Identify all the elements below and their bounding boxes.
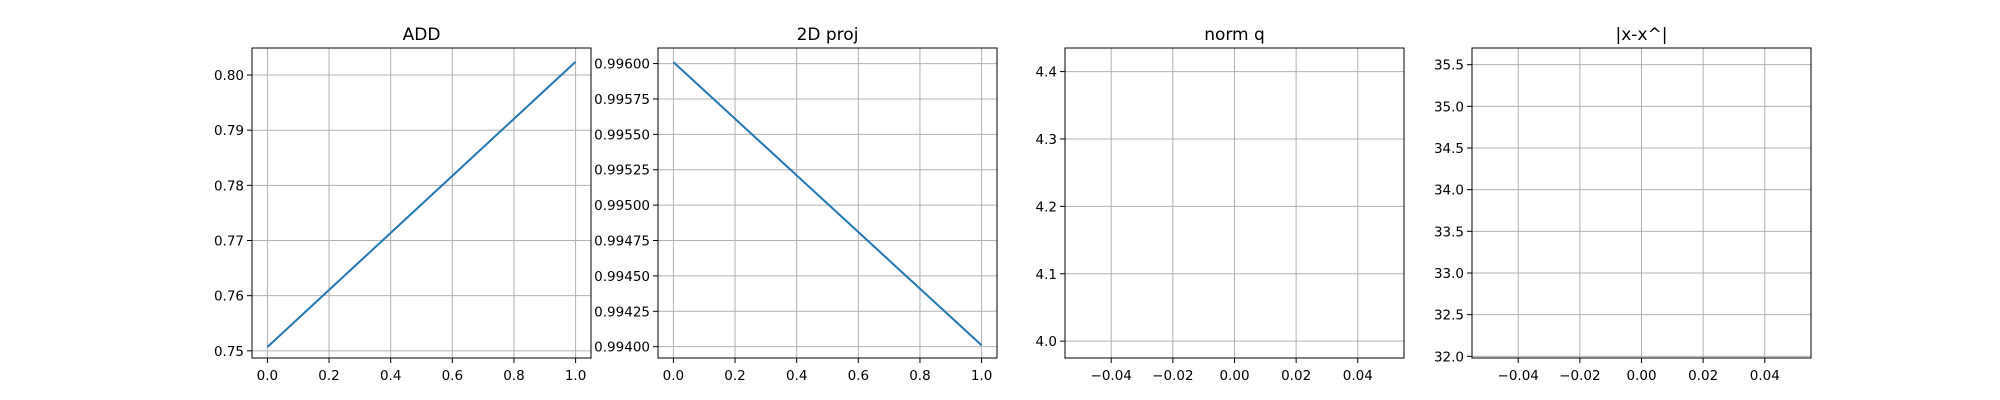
y-tick-label: 0.75 bbox=[214, 344, 244, 360]
y-tick-label: 0.76 bbox=[214, 289, 244, 305]
axes-frame bbox=[251, 47, 592, 359]
x-tick-label: 0.6 bbox=[848, 368, 869, 384]
x-tick-label: 0.04 bbox=[1750, 368, 1780, 384]
y-tick-label: 0.99550 bbox=[594, 127, 650, 143]
y-tick-label: 35.0 bbox=[1434, 99, 1464, 115]
series-line bbox=[266, 61, 577, 348]
subplot-title: 2D proj bbox=[797, 25, 859, 45]
y-tick-label: 34.0 bbox=[1434, 183, 1464, 199]
subplot-title: ADD bbox=[403, 25, 441, 45]
y-tick-label: 35.5 bbox=[1434, 58, 1464, 74]
y-tick-label: 32.0 bbox=[1434, 349, 1464, 365]
x-tick-label: 0.2 bbox=[724, 368, 745, 384]
x-tick-label: 0.04 bbox=[1343, 368, 1373, 384]
series-line bbox=[672, 61, 983, 346]
y-tick-label: 0.99525 bbox=[594, 163, 650, 179]
y-tick-label: 0.79 bbox=[214, 123, 244, 139]
subplot-2d-proj: 2D proj 0.0 0.2 0.4 0.6 0.8 1.0 0.99400 0.99425… bbox=[594, 25, 998, 384]
y-tick-label: 4.0 bbox=[1036, 334, 1057, 350]
subplot-abs-error: |x-x^| −0.04 −0.02 0.00 0.02 0.04 32.0 32.5 33.… bbox=[1434, 25, 1812, 384]
y-tick-label: 0.99400 bbox=[594, 340, 650, 356]
x-tick-label: 0.0 bbox=[663, 368, 684, 384]
x-tick-label: 0.6 bbox=[442, 368, 463, 384]
y-tick-label: 33.0 bbox=[1434, 266, 1464, 282]
x-tick-label: 0.00 bbox=[1626, 368, 1656, 384]
y-tick-label: 32.5 bbox=[1434, 308, 1464, 324]
x-tick-label: 0.02 bbox=[1281, 368, 1311, 384]
y-tick-label: 34.5 bbox=[1434, 141, 1464, 157]
y-tick-label: 0.99500 bbox=[594, 198, 650, 214]
x-tick-label: 1.0 bbox=[565, 368, 586, 384]
x-tick-label: 0.00 bbox=[1219, 368, 1249, 384]
x-tick-label: −0.02 bbox=[1559, 368, 1600, 384]
x-tick-label: 0.2 bbox=[318, 368, 339, 384]
x-tick-label: 1.0 bbox=[971, 368, 992, 384]
y-tick-label: 33.5 bbox=[1434, 224, 1464, 240]
y-tick-label: 0.80 bbox=[214, 68, 244, 84]
x-tick-label: −0.04 bbox=[1498, 368, 1539, 384]
x-tick-label: 0.8 bbox=[503, 368, 524, 384]
y-tick-label: 0.99600 bbox=[594, 57, 650, 73]
y-tick-label: 4.3 bbox=[1036, 132, 1057, 148]
y-tick-label: 0.99475 bbox=[594, 234, 650, 250]
y-tick-label: 0.78 bbox=[214, 178, 244, 194]
y-tick-label: 0.99425 bbox=[594, 304, 650, 320]
x-tick-label: −0.02 bbox=[1152, 368, 1193, 384]
y-tick-label: 4.4 bbox=[1036, 65, 1057, 81]
x-tick-label: 0.4 bbox=[786, 368, 807, 384]
axes-frame bbox=[657, 47, 998, 359]
subplot-title: |x-x^| bbox=[1616, 25, 1668, 45]
y-tick-label: 0.77 bbox=[214, 234, 244, 250]
y-tick-label: 0.99450 bbox=[594, 269, 650, 285]
x-tick-label: 0.0 bbox=[257, 368, 278, 384]
x-tick-label: 0.4 bbox=[380, 368, 401, 384]
subplot-title: norm q bbox=[1204, 25, 1265, 45]
y-tick-label: 4.1 bbox=[1036, 267, 1057, 283]
x-tick-label: −0.04 bbox=[1091, 368, 1132, 384]
y-tick-label: 0.99575 bbox=[594, 92, 650, 108]
subplot-norm-q: norm q −0.04 −0.02 0.00 0.02 0.04 4.0 4.1 4.2 4.… bbox=[1036, 25, 1405, 384]
y-tick-label: 4.2 bbox=[1036, 199, 1057, 215]
x-tick-label: 0.8 bbox=[909, 368, 930, 384]
subplot-add: ADD 0.0 0.2 0.4 0.6 0.8 1.0 0.75 0.76 0.77 0.78 0.… bbox=[214, 25, 592, 384]
x-tick-label: 0.02 bbox=[1688, 368, 1718, 384]
